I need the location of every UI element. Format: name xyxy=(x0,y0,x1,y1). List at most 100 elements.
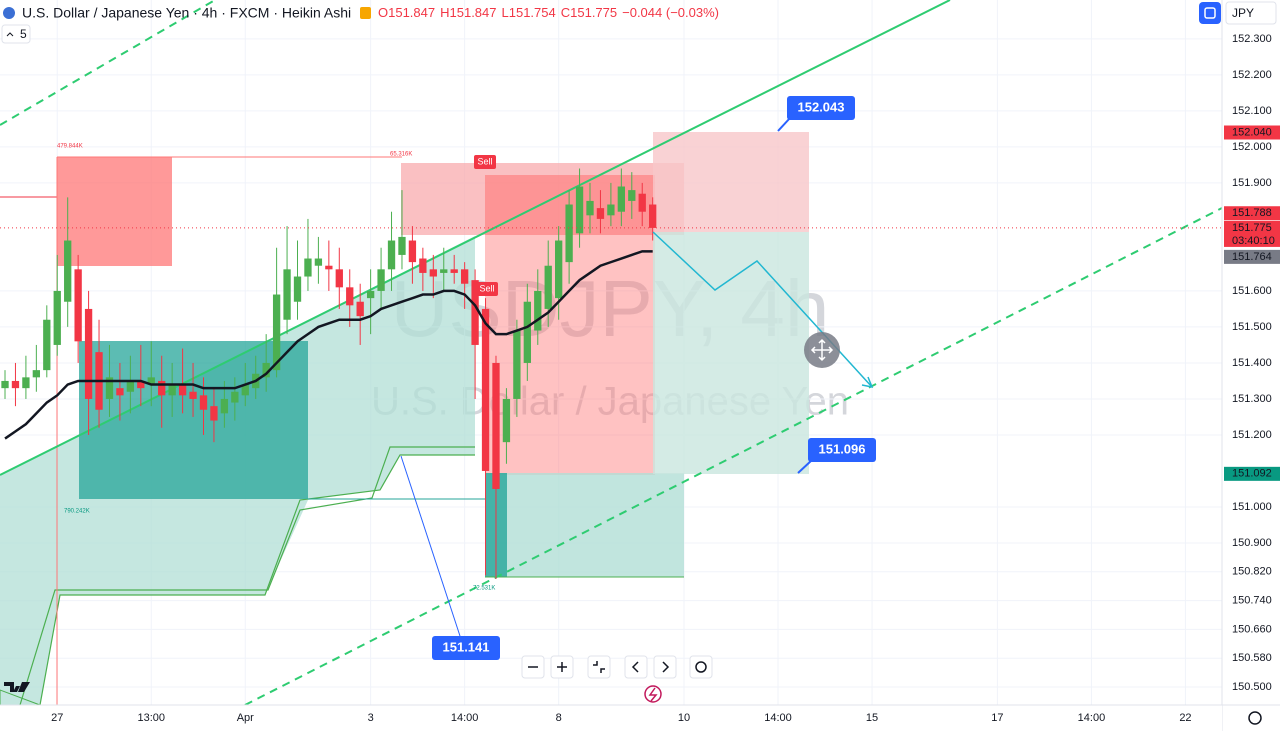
candle-body xyxy=(11,380,20,389)
candle-body xyxy=(377,269,385,291)
candle-body xyxy=(596,208,605,219)
candle-body xyxy=(220,398,229,414)
x-tick-label: 13:00 xyxy=(137,712,165,724)
cloud-edge xyxy=(39,454,475,706)
callout-label: 152.043 xyxy=(798,99,845,114)
chevron xyxy=(6,32,14,37)
volume-box xyxy=(57,157,172,266)
symbol-title: U.S. Dollar / Japanese Yen · 4h · FXCM ·… xyxy=(22,5,351,21)
x-tick-label: 22 xyxy=(1179,712,1191,724)
candle-body xyxy=(555,240,563,299)
candle-body xyxy=(84,308,93,399)
y-tick-label: 151.200 xyxy=(1232,429,1272,441)
alert-icon[interactable] xyxy=(644,685,662,703)
candle-body xyxy=(586,200,594,216)
candle-body xyxy=(64,240,72,302)
candle-body xyxy=(346,287,354,306)
indicator-toggle[interactable] xyxy=(1,24,31,44)
refresh-icon xyxy=(695,661,707,673)
price-tag-label: 151.764 xyxy=(1232,251,1272,263)
projection-arrow xyxy=(861,376,874,389)
candle-body xyxy=(210,406,218,421)
price-tag xyxy=(1224,125,1280,140)
candle-body xyxy=(450,269,458,273)
candle-body xyxy=(366,290,375,299)
signal-badge xyxy=(476,282,498,296)
candle-body xyxy=(231,391,239,403)
x-tick-label: 17 xyxy=(991,712,1003,724)
ohlc-value: O151.847 xyxy=(378,5,435,20)
cloud-edge xyxy=(19,446,475,706)
settings-icon[interactable] xyxy=(1248,711,1262,725)
sync-button[interactable] xyxy=(1199,2,1221,24)
scroll-right[interactable] xyxy=(653,655,677,679)
price-tag-label: 151.788 xyxy=(1232,207,1272,219)
candle-body xyxy=(262,362,270,378)
signal-label: Sell xyxy=(477,156,492,166)
candle-body xyxy=(199,395,208,410)
candle-body xyxy=(168,384,176,396)
candle-body xyxy=(126,380,135,392)
refresh[interactable] xyxy=(689,655,713,679)
callout-box xyxy=(432,636,500,660)
y-tick-label: 152.200 xyxy=(1232,69,1272,81)
ohlc-value: L151.754 xyxy=(502,5,556,20)
trend-line xyxy=(244,207,1223,706)
currency-button[interactable] xyxy=(1225,1,1277,25)
candle-body xyxy=(513,330,521,399)
price-tag xyxy=(1224,220,1280,247)
price-tag-label: 151.775 xyxy=(1232,222,1272,234)
y-tick-label: 152.100 xyxy=(1232,105,1272,117)
y-tick-label: 150.500 xyxy=(1232,681,1272,693)
candle-body xyxy=(429,269,437,277)
indicator-count: 5 xyxy=(20,27,27,41)
volume-label: 72.531K xyxy=(473,586,495,592)
reset-scale[interactable] xyxy=(587,655,611,679)
y-tick-label: 150.580 xyxy=(1232,652,1272,664)
volume-box xyxy=(485,235,655,475)
x-tick-label: 27 xyxy=(51,712,63,724)
x-tick-label: 14:00 xyxy=(451,712,479,724)
candle-body xyxy=(32,370,41,378)
left-icon xyxy=(631,661,639,673)
price-axis xyxy=(1222,0,1280,731)
volume-label: 65.316K xyxy=(390,152,412,158)
candle-body xyxy=(137,380,145,389)
scroll-left[interactable] xyxy=(624,655,648,679)
trend-line xyxy=(0,0,951,476)
x-tick-label: 14:00 xyxy=(1078,712,1106,724)
flag-icon xyxy=(3,7,15,19)
callout-label: 151.141 xyxy=(443,639,490,654)
position-stop xyxy=(653,132,809,232)
right-icon xyxy=(662,661,670,673)
volume-label: 479.844K xyxy=(57,144,83,150)
candle-body xyxy=(398,236,406,255)
cloud-edge xyxy=(0,689,41,706)
plus-icon xyxy=(557,662,567,672)
candle-body xyxy=(502,398,511,443)
y-tick-label: 152.300 xyxy=(1232,33,1272,45)
y-tick-label: 150.660 xyxy=(1232,623,1272,635)
callout-label: 151.096 xyxy=(819,441,866,456)
position-target xyxy=(653,232,809,474)
candle-body xyxy=(440,269,448,273)
candle-body xyxy=(408,240,417,263)
price-tag xyxy=(1224,249,1280,264)
callout-box xyxy=(787,96,855,120)
countdown: 03:40:10 xyxy=(1232,235,1275,247)
signal-badge xyxy=(474,155,496,169)
sync-icon xyxy=(1204,7,1216,19)
candle-body xyxy=(304,258,312,277)
candle-body xyxy=(387,240,396,270)
ohlc: O151.847 H151.847 L151.754 C151.775 −0.044 (… xyxy=(378,5,719,20)
candle-body xyxy=(523,301,531,363)
callout-pointer xyxy=(400,455,461,637)
callout-pointer xyxy=(797,459,813,474)
candle-body xyxy=(105,377,114,399)
candle-body xyxy=(481,308,490,471)
move-icon xyxy=(810,338,834,362)
x-tick-label: 8 xyxy=(556,712,562,724)
